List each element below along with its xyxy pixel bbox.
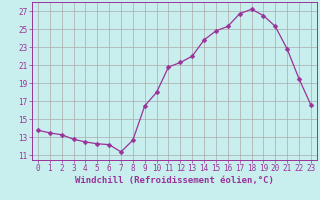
X-axis label: Windchill (Refroidissement éolien,°C): Windchill (Refroidissement éolien,°C) xyxy=(75,176,274,185)
